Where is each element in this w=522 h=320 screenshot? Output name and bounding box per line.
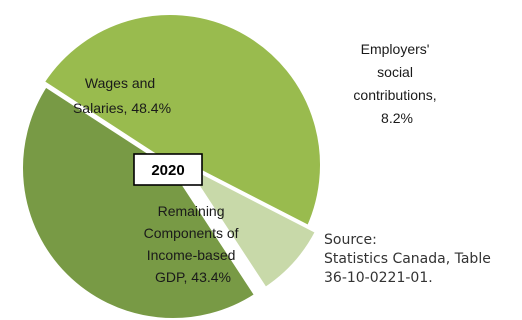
slice-label-employers-social-contributions: Employers' social contributions, 8.2% — [353, 41, 440, 126]
year-label-box — [133, 153, 203, 186]
year-label: 2020 — [151, 162, 184, 179]
pie-slices — [19, 11, 324, 320]
pie-slice-wages — [40, 11, 324, 237]
pie-slice-employers-social-contributions — [180, 160, 320, 292]
pie-slice-remaining-components — [19, 83, 259, 320]
slice-label-wages: Wages and Salaries, 48.4% — [73, 75, 171, 116]
source-note: Source: Statistics Canada, Table 36-10-0… — [324, 232, 495, 286]
slice-label-remaining-components: Remaining Components of Income-based GDP… — [144, 203, 243, 285]
